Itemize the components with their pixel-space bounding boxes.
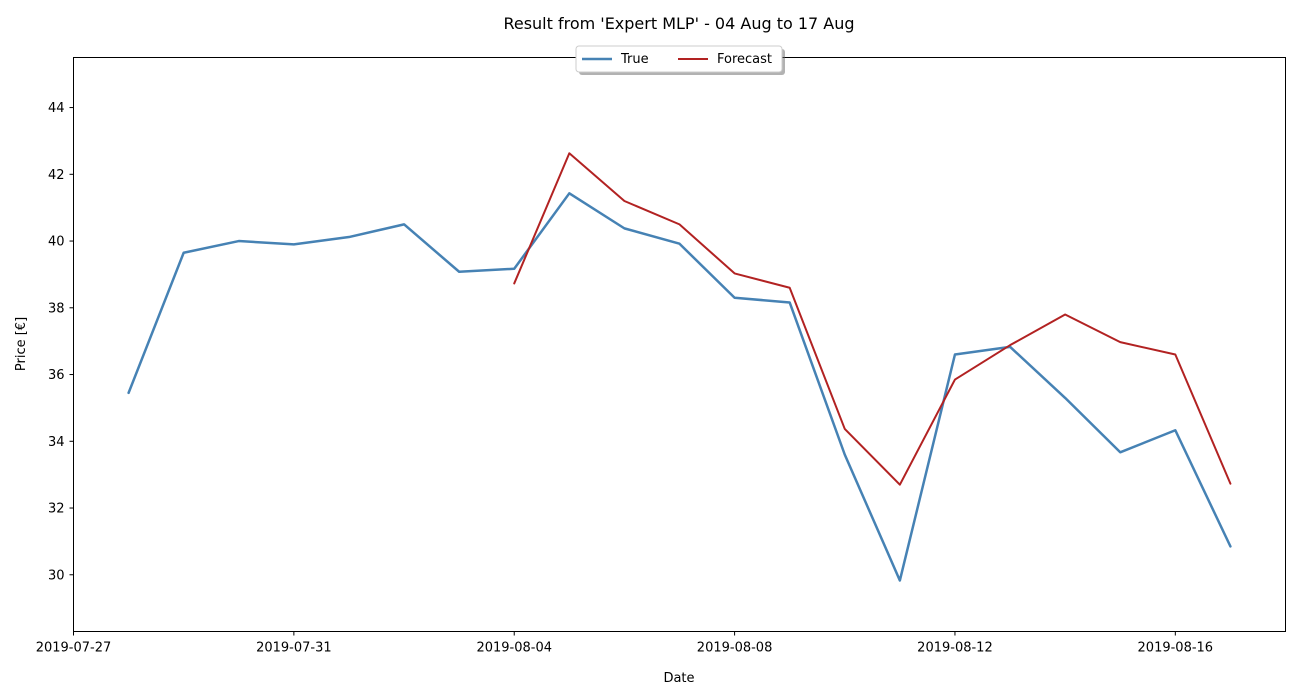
y-tick-label: 36 <box>48 368 65 383</box>
y-axis-label: Price [€] <box>14 317 29 371</box>
y-axis: 30 32 34 36 38 40 42 44 <box>48 101 74 583</box>
series-line-forecast <box>513 152 1232 486</box>
y-tick-label: 42 <box>48 168 65 183</box>
series-line-true <box>127 192 1232 582</box>
chart-title: Result from 'Expert MLP' - 04 Aug to 17 … <box>503 14 854 33</box>
x-axis: 2019-07-27 2019-07-31 2019-08-04 2019-08-08… <box>36 631 1214 656</box>
y-tick-label: 44 <box>48 101 65 116</box>
y-tick-label: 30 <box>48 568 65 583</box>
series-layer <box>127 152 1232 582</box>
x-tick-label: 2019-08-04 <box>476 641 552 656</box>
x-tick-label: 2019-08-12 <box>917 641 993 656</box>
x-tick-label: 2019-07-27 <box>36 641 112 656</box>
legend: True Forecast <box>575 45 785 75</box>
y-tick-label: 34 <box>48 435 65 450</box>
x-tick-label: 2019-08-16 <box>1138 641 1214 656</box>
legend-label-true: True <box>620 52 649 67</box>
y-tick-label: 32 <box>48 502 65 517</box>
x-tick-label: 2019-08-08 <box>697 641 773 656</box>
x-tick-label: 2019-07-31 <box>256 641 332 656</box>
y-tick-label: 38 <box>48 301 65 316</box>
plot-area-frame <box>73 57 1286 632</box>
y-tick-label: 40 <box>48 235 65 250</box>
x-axis-label: Date <box>663 671 694 686</box>
legend-label-forecast: Forecast <box>717 52 772 67</box>
